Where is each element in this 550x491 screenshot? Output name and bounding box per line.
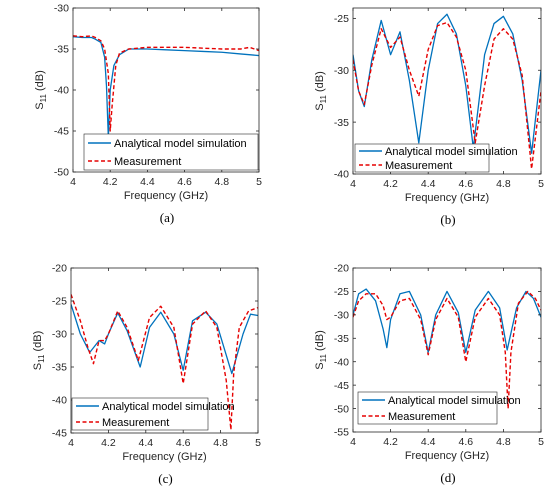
y-axis-label: S11 (dB) <box>34 70 48 110</box>
y-tick-label: -35 <box>54 44 69 56</box>
x-tick-label: 4.6 <box>458 436 473 448</box>
y-tick-label: -30 <box>334 310 349 322</box>
y-tick-label: -20 <box>52 263 67 275</box>
axes-box <box>352 7 542 175</box>
chart-panel-2: 4 4.2 4.4 4.6 4.8 5 -40 -35 -30 -25 Frequency (GHz… <box>314 7 544 227</box>
axes-box <box>70 267 259 434</box>
legend-box <box>354 143 490 173</box>
x-axis-label: Frequency (GHz) <box>122 451 206 463</box>
y-tick-label: -30 <box>52 329 67 341</box>
panel-label: (b) <box>440 212 455 227</box>
y-axis-label: S11 (dB) <box>314 71 328 111</box>
y-tick-label: -35 <box>52 362 67 374</box>
legend-box <box>71 397 209 431</box>
measurement-line <box>73 35 259 132</box>
y-tick-label: -25 <box>52 296 67 308</box>
y-tick-label: -40 <box>54 85 69 97</box>
chart-panel-1: 4 4.2 4.4 4.6 4.8 5 -50 -45 -40 -35 -30 Frequency (… <box>34 3 262 225</box>
x-tick-label: 4.2 <box>383 436 398 448</box>
legend-entry-label: Measurement <box>102 417 169 429</box>
x-axis-label: Frequency (GHz) <box>405 450 489 462</box>
y-tick-label: -45 <box>54 126 69 138</box>
legend-entry-label: Analytical model simulation <box>385 146 518 158</box>
legend: Analytical model simulation Measurement <box>71 397 235 431</box>
x-tick-label: 5 <box>538 178 544 190</box>
y-tick-label: -40 <box>52 395 67 407</box>
legend-entry-label: Analytical model simulation <box>388 395 521 407</box>
y-tick-label: -30 <box>334 65 349 77</box>
measurement-line <box>71 294 258 431</box>
simulation-line <box>353 288 541 353</box>
legend-entry-label: Analytical model simulation <box>102 401 235 413</box>
x-tick-label: 4 <box>68 437 74 449</box>
simulation-line <box>73 36 259 139</box>
y-tick-label: -40 <box>334 169 349 181</box>
x-tick-label: 4.8 <box>213 437 228 449</box>
simulation-line <box>353 13 541 154</box>
y-tick-label: -25 <box>334 13 349 25</box>
y-tick-label: -35 <box>334 333 349 345</box>
chart-panel-4: 4 4.2 4.4 4.6 4.8 5 -55 -50 -45 -40 -35 -30 -25 -20 Fr… <box>314 263 544 485</box>
x-tick-label: 4.4 <box>421 436 436 448</box>
y-tick-label: -45 <box>52 428 67 440</box>
x-tick-label: 4.8 <box>496 178 511 190</box>
panel-label: (a) <box>160 210 174 225</box>
x-tick-label: 5 <box>256 176 262 188</box>
x-tick-label: 4.8 <box>496 436 511 448</box>
y-axis-label: S11 (dB) <box>314 330 328 370</box>
x-tick-label: 4.2 <box>101 437 116 449</box>
x-tick-label: 4 <box>350 436 356 448</box>
y-tick-label: -25 <box>334 286 349 298</box>
y-tick-label: -45 <box>334 380 349 392</box>
x-tick-label: 4 <box>70 176 76 188</box>
x-tick-label: 4.2 <box>383 178 398 190</box>
y-tick-label: -40 <box>334 356 349 368</box>
legend-entry-label: Measurement <box>385 160 452 172</box>
y-tick-label: -50 <box>54 167 69 179</box>
y-tick-label: -55 <box>334 427 349 439</box>
measurement-line <box>353 290 541 410</box>
x-axis-label: Frequency (GHz) <box>124 190 208 202</box>
y-tick-label: -50 <box>334 403 349 415</box>
chart-panel-3: 4 4.2 4.4 4.6 4.8 5 -45 -40 -35 -30 -25 -20 Frequenc… <box>32 263 261 486</box>
y-axis-label: S11 (dB) <box>32 331 46 371</box>
x-tick-label: 4.8 <box>214 176 229 188</box>
panels: 4 4.2 4.4 4.6 4.8 5 -50 -45 -40 -35 -30 Frequency (… <box>32 3 544 486</box>
x-tick-label: 4.6 <box>458 178 473 190</box>
x-tick-label: 4.2 <box>103 176 118 188</box>
legend: Analytical model simulation Measurement <box>83 133 259 171</box>
x-tick-label: 4.4 <box>140 176 155 188</box>
legend-entry-label: Measurement <box>114 156 181 168</box>
measurement-line <box>353 21 541 170</box>
axes-box <box>352 267 542 433</box>
legend-entry-label: Measurement <box>388 411 455 423</box>
legend-box <box>357 391 498 425</box>
x-tick-label: 5 <box>255 437 261 449</box>
legend: Analytical model simulation Measurement <box>357 391 521 425</box>
x-tick-label: 4 <box>350 178 356 190</box>
x-tick-label: 5 <box>538 436 544 448</box>
x-tick-label: 4.6 <box>177 176 192 188</box>
y-tick-label: -30 <box>54 3 69 15</box>
x-axis-label: Frequency (GHz) <box>405 192 489 204</box>
y-tick-label: -20 <box>334 263 349 275</box>
panel-label: (d) <box>440 470 455 485</box>
legend: Analytical model simulation Measurement <box>354 143 518 173</box>
y-tick-label: -35 <box>334 117 349 129</box>
x-tick-label: 4.4 <box>421 178 436 190</box>
x-tick-label: 4.6 <box>176 437 191 449</box>
panel-label: (c) <box>158 471 172 486</box>
x-tick-label: 4.4 <box>138 437 153 449</box>
legend-entry-label: Analytical model simulation <box>114 138 247 150</box>
legend-box <box>83 133 259 171</box>
